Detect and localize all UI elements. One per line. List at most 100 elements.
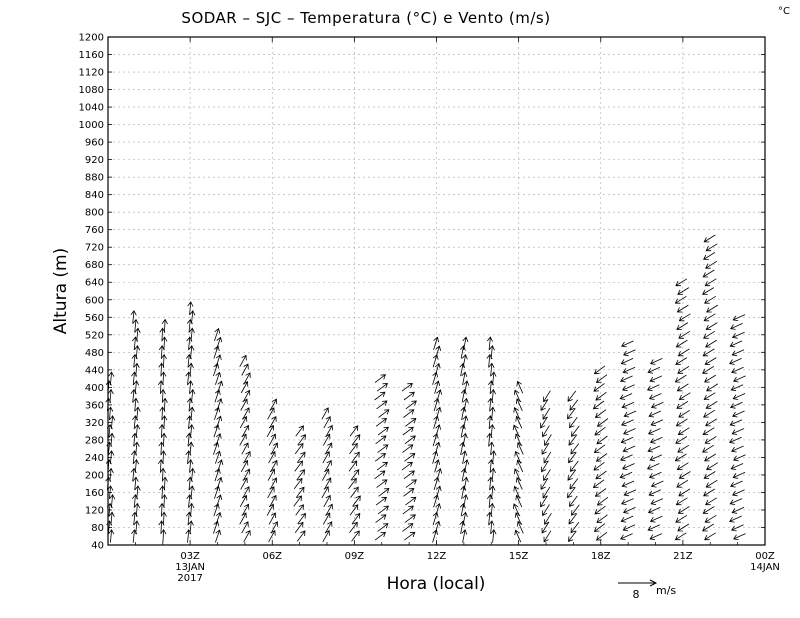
wind-arrow	[647, 524, 661, 532]
wind-arrow	[433, 494, 440, 508]
y-tick-label: 920	[85, 155, 104, 166]
wind-arrow	[730, 401, 743, 409]
x-tick-label: 15Z	[509, 551, 529, 562]
wind-arrow	[543, 390, 551, 403]
wind-arrow	[376, 479, 388, 488]
wind-arrow	[459, 345, 466, 359]
wind-arrow	[295, 504, 304, 516]
y-tick-label: 1080	[79, 85, 104, 96]
wind-arrow	[214, 406, 221, 420]
wind-arrow	[462, 397, 469, 412]
wind-arrow	[161, 476, 168, 491]
y-tick-label: 720	[85, 243, 104, 254]
wind-arrow	[269, 477, 278, 490]
wind-arrow	[350, 486, 359, 498]
wind-arrow	[213, 441, 220, 455]
wind-arrow	[704, 436, 717, 444]
wind-arrow	[435, 424, 442, 438]
wind-arrow	[108, 450, 115, 464]
wind-arrow	[269, 416, 277, 429]
wind-arrow	[543, 451, 552, 464]
y-tick-label: 640	[85, 278, 104, 289]
wind-arrow	[677, 348, 690, 357]
wind-arrow	[705, 497, 718, 506]
wind-arrow	[595, 470, 607, 480]
wind-arrow	[462, 476, 469, 491]
wind-arrow	[241, 503, 250, 516]
wind-arrow	[295, 486, 305, 498]
wind-arrow	[241, 521, 249, 534]
wind-arrow	[731, 445, 744, 453]
x-tick-label: 21Z	[673, 551, 693, 562]
wind-arrow	[621, 419, 634, 427]
wind-arrow	[620, 375, 633, 383]
wind-arrow	[216, 397, 223, 412]
wind-arrow	[512, 424, 520, 438]
wind-arrow	[214, 389, 221, 403]
wind-arrow	[488, 502, 495, 517]
wind-arrow	[216, 415, 223, 429]
wind-arrow	[732, 393, 746, 400]
wind-arrow	[594, 505, 606, 515]
x-tick-label: 06Z	[262, 551, 282, 562]
wind-arrow	[674, 374, 687, 383]
wind-arrow	[134, 485, 141, 499]
wind-arrow	[460, 485, 467, 499]
wind-arrow	[571, 504, 580, 516]
wind-arrow	[704, 374, 717, 383]
y-tick-label: 1040	[79, 103, 104, 114]
wind-arrow	[374, 531, 386, 541]
wind-arrow	[434, 380, 441, 394]
wind-arrow	[729, 340, 743, 348]
wind-arrow	[705, 418, 718, 427]
wind-arrow	[732, 410, 745, 418]
wind-arrow	[215, 432, 222, 447]
wind-arrow	[649, 515, 663, 523]
wind-arrow	[159, 467, 166, 482]
wind-arrow	[374, 470, 386, 480]
wind-arrow	[676, 304, 689, 313]
wind-arrow	[703, 488, 716, 497]
wind-arrow	[677, 523, 690, 532]
wind-arrow	[160, 450, 167, 464]
wind-arrow	[214, 485, 221, 499]
wind-arrow	[108, 371, 115, 386]
wind-arrow	[215, 354, 222, 368]
wind-arrow	[731, 524, 744, 532]
wind-arrow	[648, 393, 662, 400]
wind-arrow	[215, 371, 222, 385]
wind-arrow	[513, 407, 521, 420]
wind-arrow	[732, 314, 746, 321]
y-tick-label: 360	[85, 400, 104, 411]
wind-arrow	[214, 327, 221, 342]
wind-arrow	[132, 397, 139, 412]
wind-arrow	[434, 362, 441, 377]
wind-arrow	[649, 454, 663, 462]
wind-arrow	[595, 374, 608, 383]
wind-arrow	[432, 511, 439, 526]
wind-arrow	[269, 398, 278, 411]
y-tick-label: 80	[91, 523, 104, 534]
wind-arrow	[324, 442, 333, 455]
wind-arrow	[296, 530, 306, 542]
wind-arrow	[649, 436, 663, 444]
wind-arrow	[729, 419, 743, 427]
wind-arrow	[675, 278, 688, 287]
wind-arrow	[109, 493, 116, 508]
wind-arrow	[187, 441, 194, 456]
wind-arrow	[704, 278, 717, 287]
wind-arrow	[323, 477, 332, 490]
wind-arrow	[593, 523, 606, 532]
wind-arrow	[433, 336, 440, 350]
wind-arrow	[160, 353, 167, 368]
wind-arrow	[374, 391, 386, 401]
wind-arrow	[732, 471, 746, 479]
wind-arrow	[188, 345, 195, 359]
wind-arrow	[160, 511, 167, 526]
wind-arrow	[107, 467, 114, 482]
wind-arrow	[570, 443, 580, 455]
wind-arrow	[294, 460, 303, 472]
wind-arrow	[402, 523, 414, 532]
wind-arrow	[321, 407, 329, 420]
wind-arrow	[542, 504, 550, 517]
